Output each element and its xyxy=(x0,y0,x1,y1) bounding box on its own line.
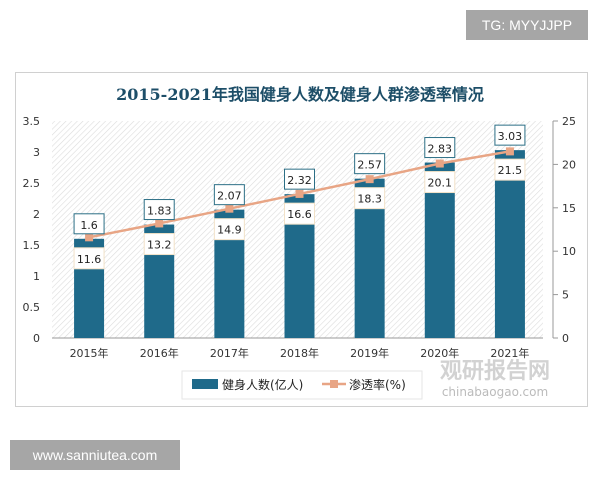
left-tick-label: 2.5 xyxy=(23,177,41,190)
x-tick-label: 2017年 xyxy=(210,346,249,360)
line-data-label: 11.6 xyxy=(77,253,102,266)
line-label-box xyxy=(73,247,105,270)
bar-data-label: 2.32 xyxy=(287,174,312,187)
chart-title: 2015-2021年我国健身人数及健身人群渗透率情况 xyxy=(116,85,484,104)
bar-label-box xyxy=(73,213,105,235)
chart-frame xyxy=(15,72,588,407)
bar-label-box xyxy=(284,168,315,190)
line-data-label: 14.9 xyxy=(217,224,242,237)
right-tick-label: 15 xyxy=(562,202,576,215)
right-tick-label: 0 xyxy=(562,332,569,345)
legend-bar-swatch xyxy=(192,379,218,389)
line-label-box xyxy=(354,187,386,210)
bar-data-label: 2.07 xyxy=(217,190,242,203)
line-data-label: 18.3 xyxy=(357,193,382,206)
logo-cn: 观研报告网 xyxy=(440,359,550,384)
line-marker xyxy=(225,204,234,213)
line-marker xyxy=(365,175,374,184)
left-tick-label: 2 xyxy=(33,208,40,221)
line-data-label: 16.6 xyxy=(287,208,312,221)
bar-data-label: 2.57 xyxy=(357,159,382,172)
line-marker xyxy=(435,159,444,168)
line-marker xyxy=(505,147,514,156)
bar-label-box xyxy=(494,124,526,146)
bar xyxy=(494,150,525,338)
left-tick-label: 3 xyxy=(33,146,40,159)
left-tick-label: 0.5 xyxy=(23,301,41,314)
logo-en: chinabaogao.com xyxy=(442,385,548,399)
x-tick-label: 2021年 xyxy=(490,346,529,360)
line-marker xyxy=(85,233,94,242)
line-label-box xyxy=(284,202,315,225)
left-tick-label: 1 xyxy=(33,270,40,283)
line-data-label: 20.1 xyxy=(428,177,453,190)
right-tick-label: 25 xyxy=(562,115,576,128)
line-label-box xyxy=(424,171,456,194)
watermark-site: www.sanniutea.com xyxy=(10,440,180,470)
x-tick-label: 2016年 xyxy=(140,346,179,360)
x-tick-label: 2018年 xyxy=(280,346,319,360)
line-label-box xyxy=(494,158,526,181)
watermark-tg: TG: MYYJJPP xyxy=(466,10,588,40)
legend-line-marker xyxy=(330,380,338,388)
left-tick-label: 1.5 xyxy=(23,239,41,252)
left-tick-label: 3.5 xyxy=(23,115,41,128)
right-tick-label: 10 xyxy=(562,245,576,258)
line-marker xyxy=(295,189,304,198)
line-marker xyxy=(155,219,164,228)
bar-data-label: 2.83 xyxy=(428,143,453,156)
x-tick-label: 2015年 xyxy=(70,346,109,360)
line-data-label: 13.2 xyxy=(147,239,172,252)
bar-label-box xyxy=(213,184,245,206)
bar-data-label: 1.6 xyxy=(80,219,98,232)
x-tick-label: 2020年 xyxy=(420,346,459,360)
line-data-label: 21.5 xyxy=(498,164,523,177)
bar-label-box xyxy=(354,153,386,175)
x-tick-label: 2019年 xyxy=(350,346,389,360)
legend-bar-label: 健身人数(亿人) xyxy=(222,377,303,392)
line-label-box xyxy=(143,233,175,256)
left-tick-label: 0 xyxy=(33,332,40,345)
bar-label-box xyxy=(143,199,175,221)
legend xyxy=(181,370,423,400)
legend-line-label: 渗透率(%) xyxy=(349,377,406,392)
bar-label-box xyxy=(424,137,456,159)
right-tick-label: 5 xyxy=(562,289,569,302)
right-tick-label: 20 xyxy=(562,158,576,171)
bar-data-label: 3.03 xyxy=(498,130,523,143)
bar-data-label: 1.83 xyxy=(147,205,172,218)
line-label-box xyxy=(213,218,245,241)
